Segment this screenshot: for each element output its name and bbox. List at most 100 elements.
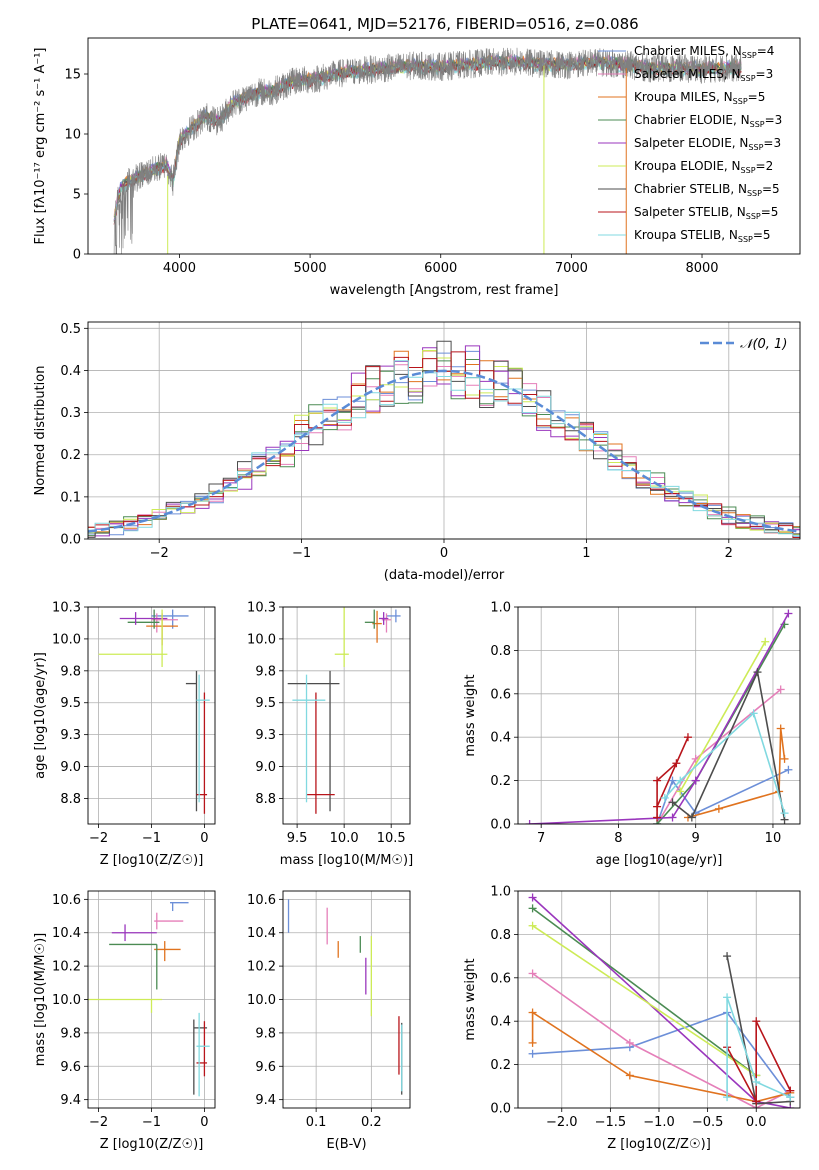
- x-tick-label: 8: [614, 831, 622, 846]
- legend-label: Salpeter STELIB, NSSP=5: [634, 205, 778, 221]
- y-tick-label: 0.2: [60, 448, 81, 463]
- legend-label: Chabrier ELODIE, NSSP=3: [634, 113, 782, 129]
- plot-area-mass_vs_Z: [88, 902, 210, 1097]
- legend: 𝒩(0, 1): [700, 337, 787, 352]
- observed-spectrum-line: [113, 47, 742, 254]
- plot-area-mass_weight_vs_Z: [528, 893, 795, 1108]
- y-tick-label: 0.1: [60, 490, 81, 505]
- x-tick-label: 10.0: [330, 831, 359, 846]
- panel-residuals: −2 −1 0 1 2 0.0 0.1 0.2 0.3 0.4 0.5 (data-model)/er…: [33, 321, 801, 583]
- x-tick-label: −1: [142, 831, 161, 846]
- y-tick-label: 9.4: [255, 1093, 276, 1108]
- y-tick-label: 0.4: [60, 364, 81, 379]
- panel-spectrum: 4000 5000 6000 7000 8000 0 5 10 15 wavelength [An…: [33, 37, 801, 298]
- legend-label: Salpeter ELODIE, NSSP=3: [634, 136, 781, 152]
- axes-frame: [282, 890, 411, 1109]
- y-axis-label: age [log10(age/yr)]: [33, 652, 48, 779]
- y-tick-label: 0.5: [60, 322, 81, 337]
- x-tick-label: 1: [582, 546, 590, 561]
- figure-title: PLATE=0641, MJD=52176, FIBERID=0516, z=0…: [251, 15, 638, 33]
- y-tick-label: 10.3: [52, 601, 81, 616]
- y-tick-label: 10.6: [247, 893, 276, 908]
- plot-area-age_vs_Z: [98, 609, 210, 814]
- x-tick-label: 10.5: [377, 831, 406, 846]
- plot-area-mass_vs_ebv: [287, 899, 403, 1095]
- y-tick-label: 10.0: [52, 993, 81, 1008]
- y-tick-label: 9.0: [60, 760, 81, 775]
- y-tick-label: 9.4: [60, 1093, 81, 1108]
- legend: Chabrier MILES, NSSP=4 Salpeter MILES, NS…: [598, 44, 782, 244]
- y-tick-label: 9.6: [60, 1060, 81, 1075]
- legend-label: 𝒩(0, 1): [740, 337, 787, 352]
- y-tick-label: 1.0: [490, 885, 511, 900]
- histogram-step: [88, 345, 800, 537]
- y-tick-label: 10.4: [247, 926, 276, 941]
- x-axis-label: E(B-V): [326, 1137, 366, 1152]
- series-line: [532, 907, 757, 1077]
- y-axis-label: Normed distribution: [33, 366, 48, 496]
- x-tick-label: 10: [765, 831, 782, 846]
- legend-label: Kroupa ELODIE, NSSP=2: [634, 159, 773, 175]
- series-line: [726, 1020, 792, 1102]
- y-tick-label: 0.0: [60, 533, 81, 548]
- series-line: [529, 613, 790, 824]
- axes-frame: [87, 321, 801, 540]
- histogram-step: [88, 360, 800, 537]
- y-tick-label: 5: [73, 188, 81, 203]
- panel-mass_weight_vs_age: 7 8 9 10 0.0 0.2 0.4 0.6 0.8 1.0 age [log10(age/yr…: [463, 601, 801, 868]
- x-tick-label: −2.0: [546, 1115, 578, 1130]
- y-tick-label: 0.8: [490, 644, 511, 659]
- x-tick-label: 9: [692, 831, 700, 846]
- y-tick-label: 9.8: [60, 1026, 81, 1041]
- y-tick-label: 9.5: [60, 696, 81, 711]
- y-axis-label: mass [log10(M/M☉)]: [33, 933, 48, 1066]
- x-tick-label: 4000: [163, 261, 196, 276]
- y-tick-label: 9.3: [255, 728, 276, 743]
- y-axis-label: Flux [fλ10⁻¹⁷ erg cm⁻² s⁻¹ A⁻¹]: [33, 48, 48, 245]
- y-tick-label: 10.4: [52, 926, 81, 941]
- axes-frame: [87, 37, 801, 255]
- x-tick-label: 0: [200, 831, 208, 846]
- x-tick-label: −2: [150, 546, 169, 561]
- y-tick-label: 0: [73, 248, 81, 263]
- x-tick-label: 0: [440, 546, 448, 561]
- y-tick-label: 9.3: [60, 728, 81, 743]
- y-tick-label: 0.4: [490, 731, 511, 746]
- grid-mass_weight_vs_age: [518, 606, 800, 825]
- x-axis-label: (data-model)/error: [384, 568, 505, 583]
- y-tick-label: 0.3: [60, 406, 81, 421]
- plot-area-mass_weight_vs_age: [525, 609, 793, 824]
- plot-area-spectrum: [113, 47, 742, 254]
- x-tick-label: 5000: [294, 261, 327, 276]
- x-tick-label: −1: [292, 546, 311, 561]
- y-tick-label: 0.8: [490, 928, 511, 943]
- legend-label: Chabrier MILES, NSSP=4: [634, 44, 774, 60]
- x-tick-label: 0.0: [746, 1115, 767, 1130]
- y-tick-label: 0.4: [490, 1015, 511, 1030]
- plot-area-age_vs_mass: [287, 607, 401, 814]
- axes-frame: [282, 606, 411, 825]
- y-tick-label: 10.0: [52, 632, 81, 647]
- axes-frame: [87, 890, 216, 1109]
- x-axis-label: Z [log10(Z/Z☉)]: [100, 1137, 204, 1152]
- y-tick-label: 0.0: [490, 1102, 511, 1117]
- panel-age_vs_mass: 9.5 10.0 10.5 8.8 9.0 9.3 9.5 9.8 10.0 10.3 mass […: [247, 601, 413, 869]
- x-axis-label: wavelength [Angstrom, rest frame]: [330, 283, 559, 298]
- axes-frame: [87, 606, 216, 825]
- x-tick-label: 0.2: [361, 1115, 382, 1130]
- axes-frame: [517, 890, 801, 1109]
- legend-label: Chabrier STELIB, NSSP=5: [634, 182, 780, 198]
- gaussian-reference-curve: [88, 369, 800, 533]
- x-tick-label: 9.5: [287, 831, 308, 846]
- y-tick-label: 9.8: [255, 664, 276, 679]
- series-line: [672, 669, 786, 820]
- legend-label: Kroupa MILES, NSSP=5: [634, 90, 765, 106]
- y-tick-label: 1.0: [490, 601, 511, 616]
- y-tick-label: 9.5: [255, 696, 276, 711]
- x-tick-label: −1: [142, 1115, 161, 1130]
- y-tick-label: 9.0: [255, 760, 276, 775]
- y-tick-label: 15: [64, 68, 81, 83]
